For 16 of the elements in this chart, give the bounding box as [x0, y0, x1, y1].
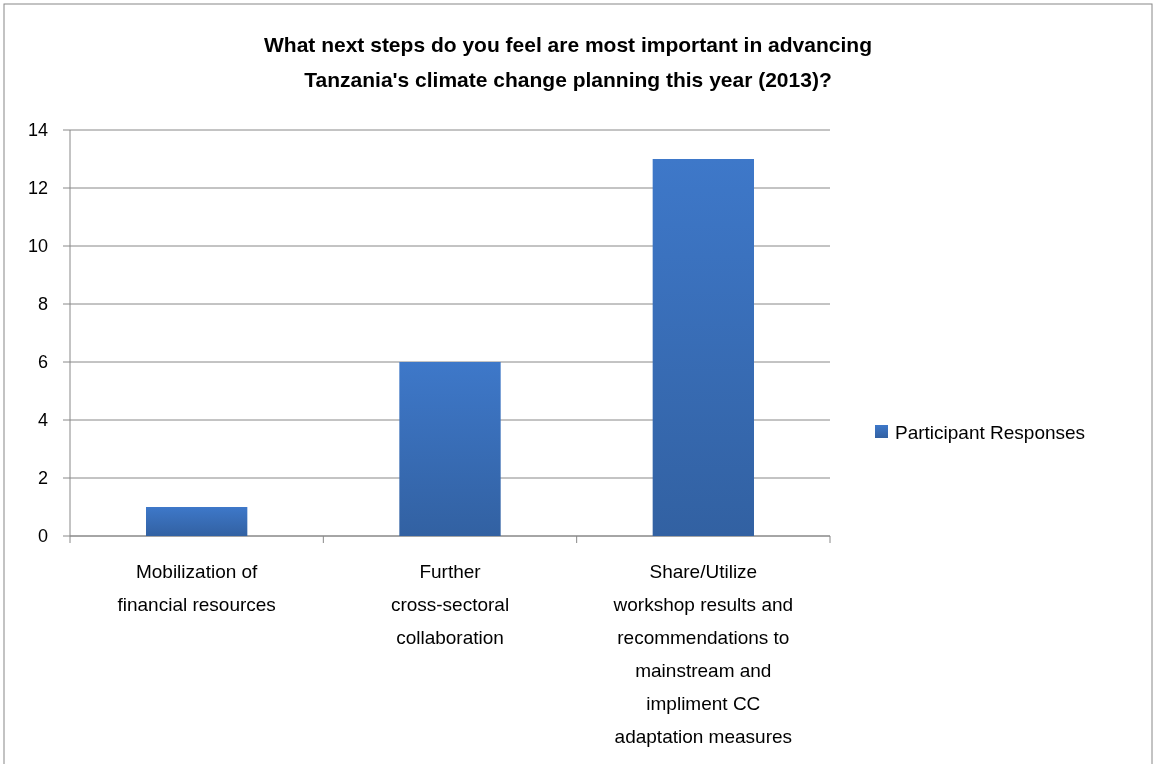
y-tick-label: 0 — [37, 526, 48, 547]
x-tick-label: Share/Utilize workshop results and recommendations to mainstream and impliment CC adaptation measures — [612, 561, 794, 747]
legend-label: Participant Responses — [895, 421, 1086, 443]
y-tick-label: 12 — [27, 178, 48, 199]
x-tick-label: Mobilization of financial resources — [117, 561, 276, 615]
y-tick-label: 6 — [37, 352, 48, 373]
y-tick-label: 10 — [27, 236, 48, 257]
y-tick-label: 8 — [37, 294, 48, 315]
bar — [652, 159, 754, 536]
y-tick-label: 4 — [37, 410, 48, 431]
x-tick-label: Further cross-sectoral collaboration — [390, 561, 510, 648]
bar — [399, 362, 501, 536]
y-tick-label: 14 — [27, 120, 48, 141]
y-tick-label: 2 — [37, 468, 48, 489]
bar — [146, 507, 248, 536]
chart-title: What next steps do you feel are most important in advancing Tanzania's climate change planning this year (2013)? — [264, 33, 872, 91]
